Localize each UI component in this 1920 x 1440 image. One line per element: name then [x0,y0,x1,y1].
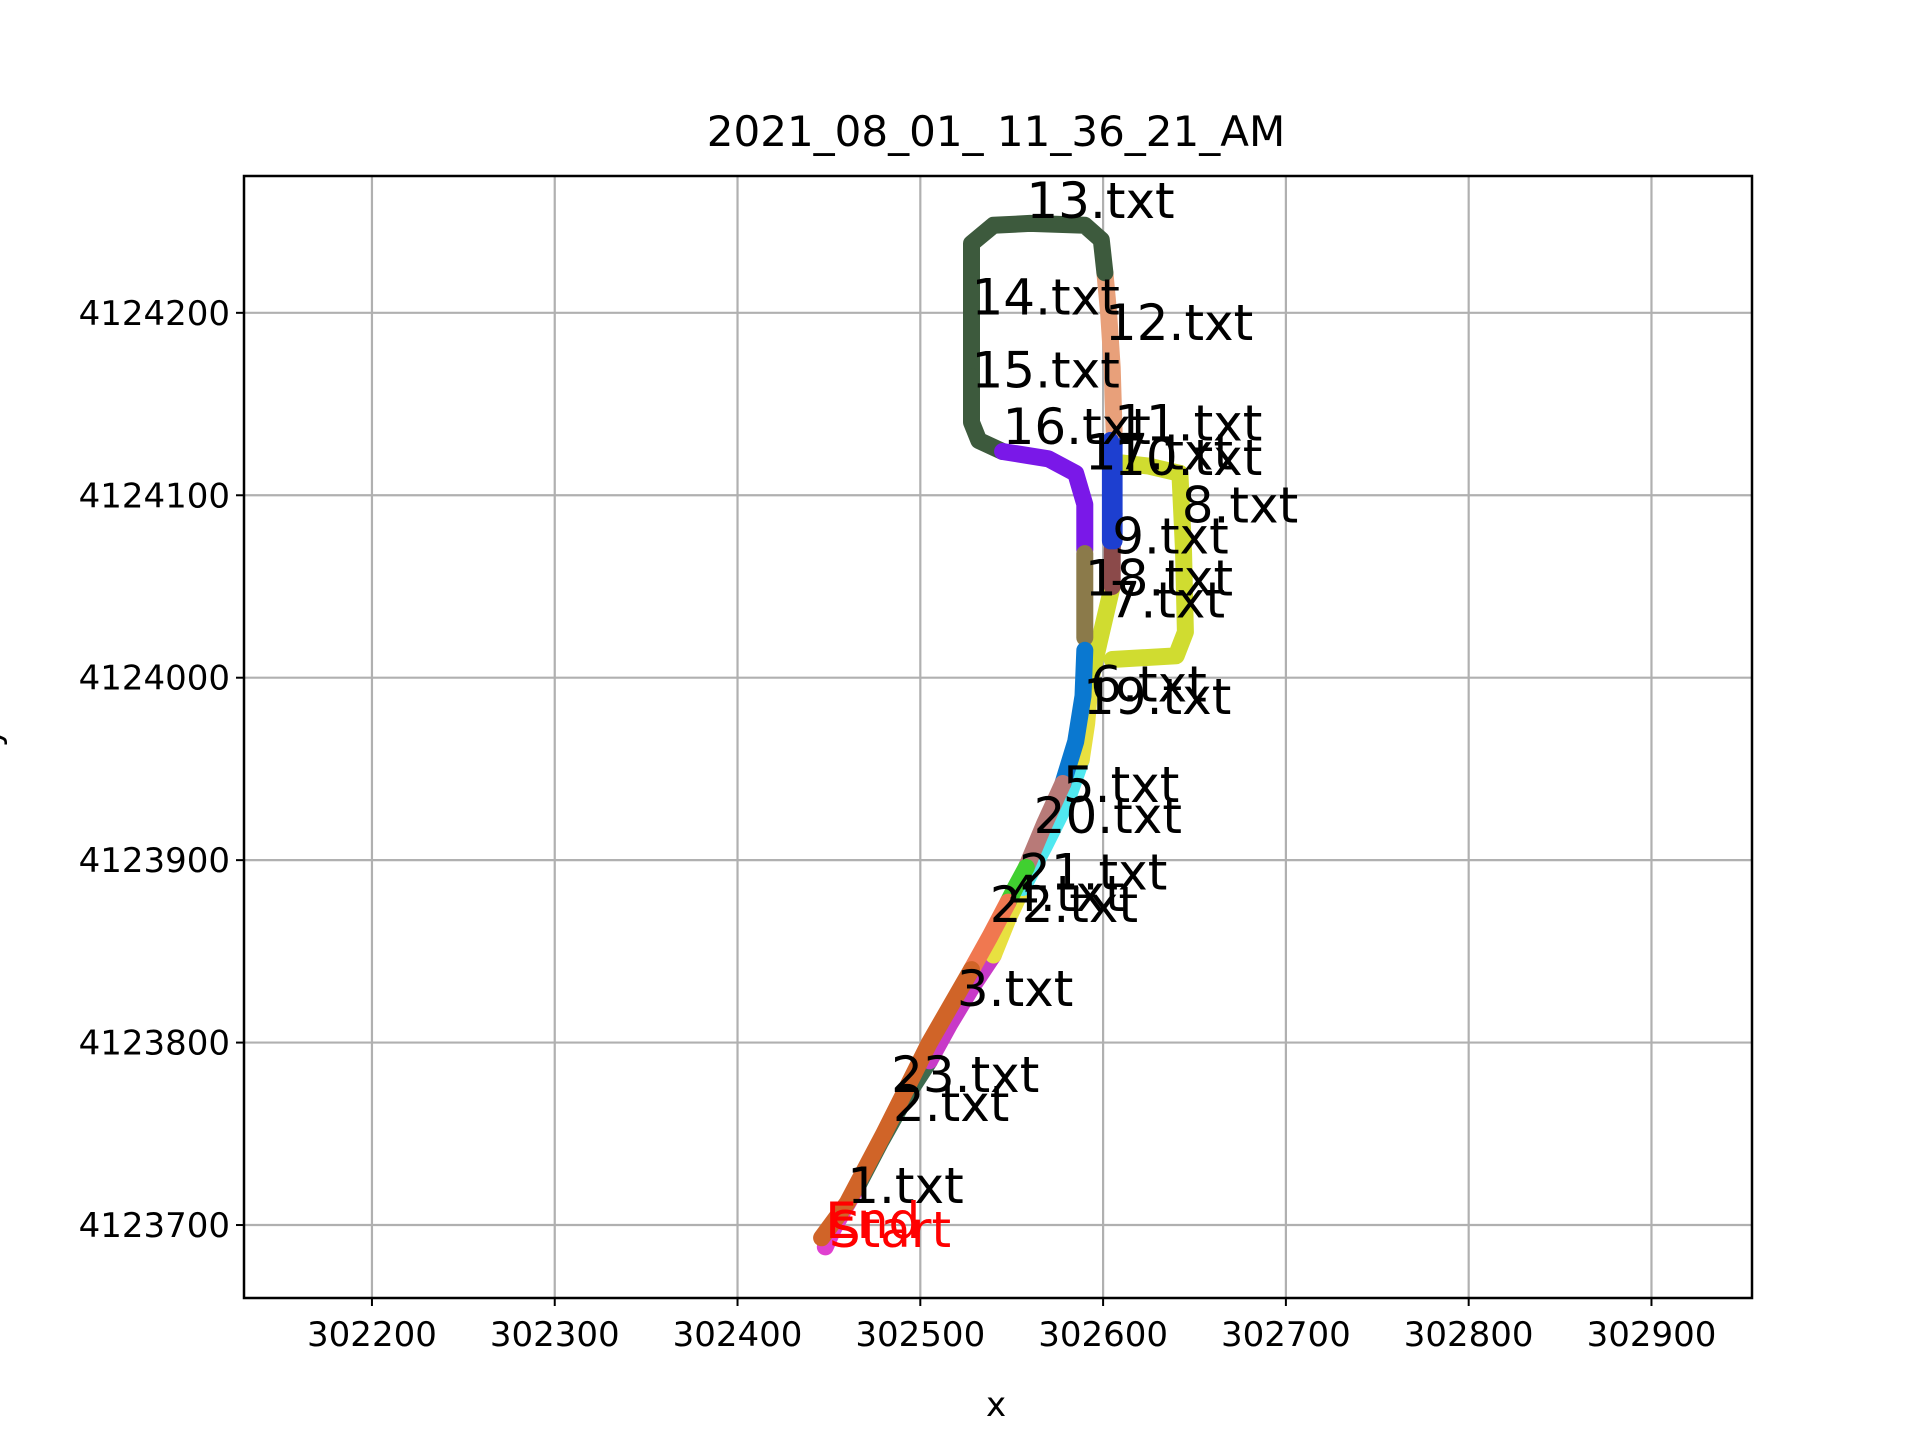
series-line-12 [1096,264,1123,440]
segment-labels: 1.txt 2.txt 3.txt 4.txt 5.txt 6.txt 7.txt 8.txt… [825,172,1298,1259]
series-line-19 [1054,641,1094,792]
x-tick-label: 302400 [673,1315,803,1355]
plot-frame [242,174,1754,1300]
y-tick-label: 4123900 [79,841,230,881]
series-line-8 [1103,464,1194,668]
end-label: End [825,1192,920,1250]
series-line-7 [1081,578,1121,690]
x-tick-label: 302700 [1221,1315,1351,1355]
segment-label: 14.txt [971,269,1119,327]
segment-label: 12.txt [1105,294,1253,352]
segment-label: 15.txt [971,342,1119,400]
y-tick-label: 4124100 [79,476,230,516]
series-line-10 [1109,453,1189,482]
segment-label: 3.txt [957,960,1074,1018]
series-line-22 [963,893,1017,979]
axis-ticks: 302200 302300 302400 302500 302600 302700 3028… [79,294,1717,1355]
segment-label: 18.txt [1085,550,1233,608]
segment-label: 13.txt [1026,172,1174,230]
segment-label: 5.txt [1063,756,1180,814]
y-tick-label: 4124200 [79,294,230,334]
x-tick-label: 302900 [1587,1315,1717,1355]
x-tick-label: 302800 [1404,1315,1534,1355]
y-tick-label: 4124000 [79,659,230,699]
x-axis-label: x [986,1385,1006,1425]
x-tick-label: 302500 [855,1315,985,1355]
x-tick-label: 302200 [307,1315,437,1355]
series-line-3 [921,946,1002,1070]
segment-label: 1.txt [847,1157,964,1215]
start-label: Start [829,1201,951,1259]
segment-label: 22.txt [990,876,1138,934]
segment-label: 4.txt [1008,865,1125,923]
segment-label: 8.txt [1182,477,1299,535]
segment-label: 6.txt [1090,655,1207,713]
y-axis-label: y [0,727,9,747]
segment-label: 7.txt [1109,572,1226,630]
x-tick-label: 302300 [490,1315,620,1355]
series-group [813,214,1194,1256]
series-line-16 [994,443,1094,559]
segment-label: 19.txt [1083,668,1231,726]
series-line-23 [813,961,980,1247]
segment-label: 9.txt [1112,508,1229,566]
segment-label: 16.txt [1003,398,1151,456]
segment-label: 23.txt [891,1046,1039,1104]
segment-label: 10.txt [1114,429,1262,487]
segment-label: 11.txt [1114,395,1262,453]
x-tick-label: 302600 [1038,1315,1168,1355]
segment-label: 20.txt [1034,787,1182,845]
series-line-13 [963,214,1114,294]
series-line-20 [1017,775,1072,876]
segment-label: 21.txt [1019,843,1167,901]
y-tick-label: 4123800 [79,1024,230,1064]
segment-label: 2.txt [893,1075,1010,1133]
y-tick-label: 4123700 [79,1206,230,1246]
grid [244,176,1752,1298]
series-line-15 [963,368,1012,460]
chart-title: 2021_08_01_ 11_36_21_AM [707,107,1285,156]
segment-label: 17.txt [1085,424,1233,482]
